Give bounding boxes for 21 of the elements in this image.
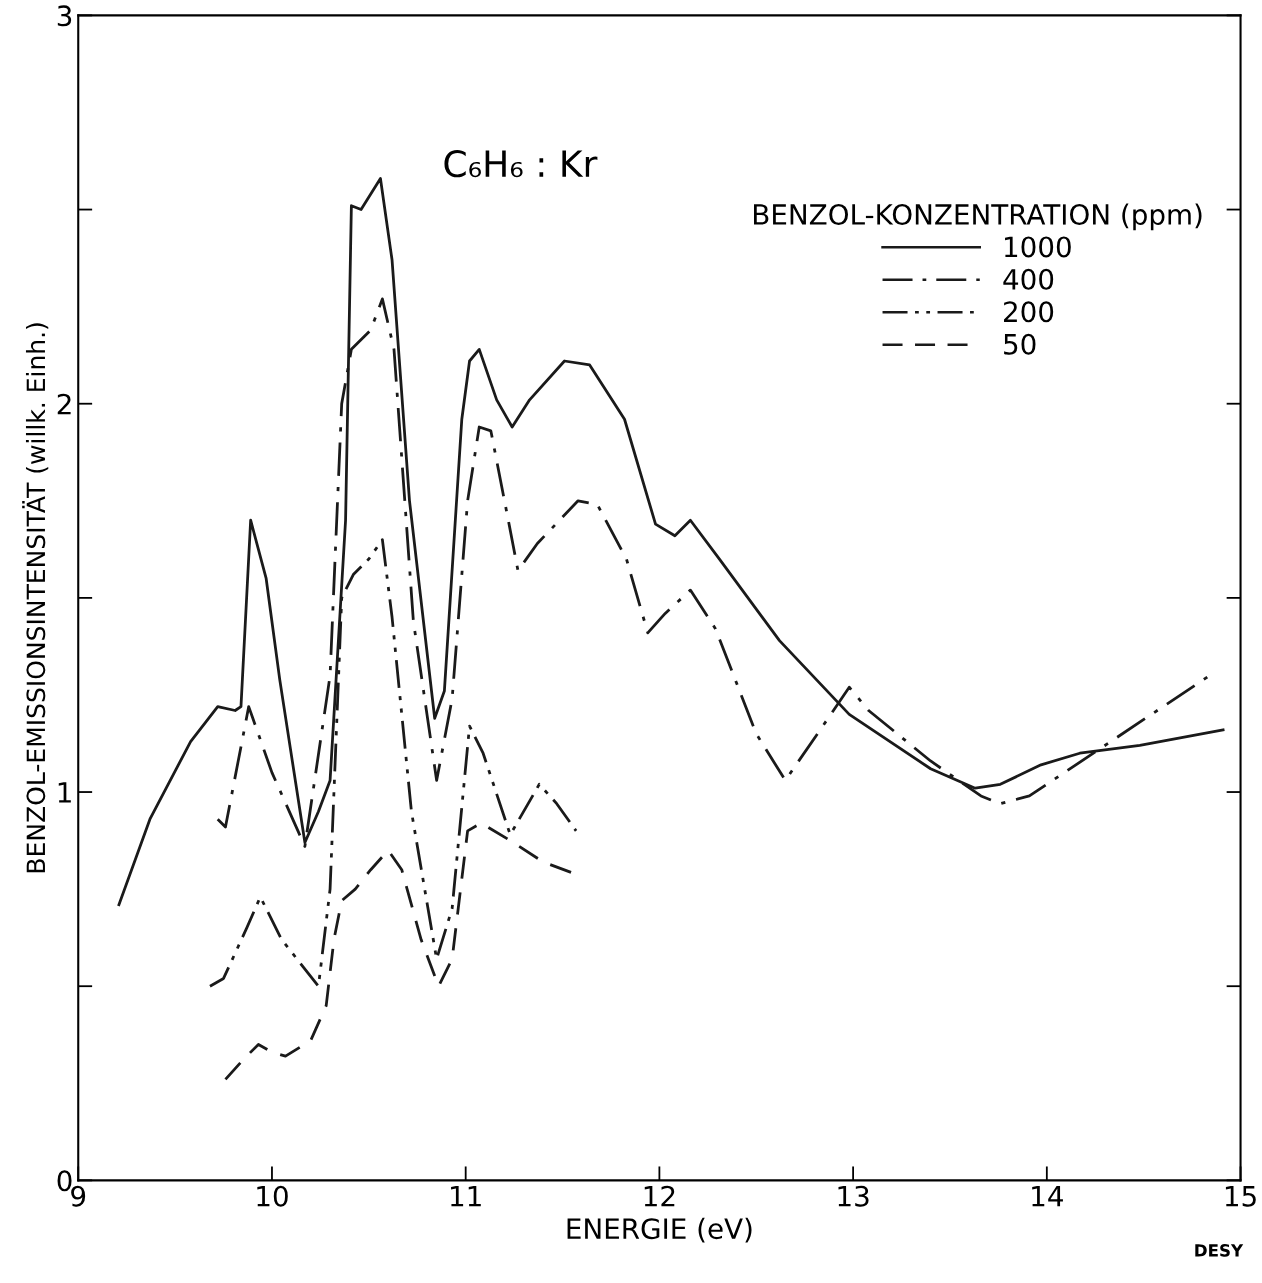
text: DESY <box>1195 1244 1244 1257</box>
x-tick-label: 15 <box>1225 1186 1256 1207</box>
y-axis-title: BENZOL-EMISSIONSINTENSITÄT (willk. Einh.) <box>22 323 49 873</box>
y-tick-label: 3 <box>57 5 72 27</box>
y-tick-label: 1 <box>58 782 71 803</box>
legend-title: BENZOL-KONZENTRATION (ppm) <box>754 203 1202 231</box>
legend-label: 200 <box>1004 301 1054 323</box>
x-tick-label: 14 <box>1032 1186 1063 1207</box>
legend-label: 400 <box>1003 268 1054 290</box>
legend-label: 1000 <box>1005 236 1071 258</box>
x-axis-title: ENERGIE (eV) <box>567 1217 752 1243</box>
x-tick-label: 11 <box>451 1186 481 1207</box>
y-tick-label: 0 <box>57 1170 72 1192</box>
x-tick-label: 10 <box>257 1185 288 1207</box>
line-series <box>216 297 1211 848</box>
x-tick-label: 12 <box>644 1185 675 1207</box>
x-tick-label: 13 <box>838 1185 869 1207</box>
y-tick-label: 2 <box>57 393 71 415</box>
legend-label: 50 <box>1004 333 1036 355</box>
text: C₆H₆ : Kr <box>444 150 598 178</box>
x-tick-label: 9 <box>71 1185 86 1207</box>
